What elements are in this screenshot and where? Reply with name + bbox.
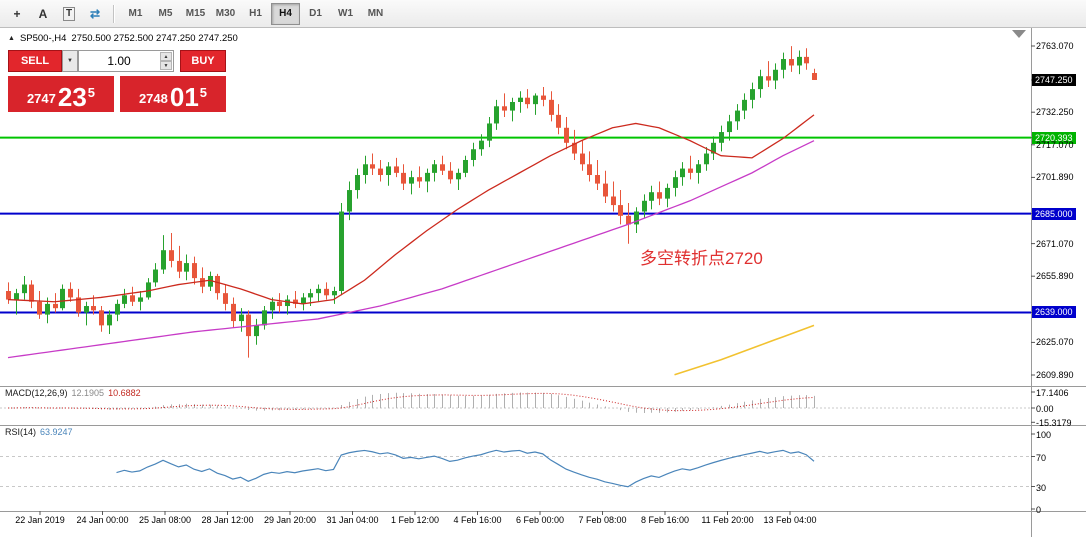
- ma-magenta-line: [7, 140, 815, 359]
- toolbar: + A T ⇄ M1 M5 M15 M30 H1 H4 D1 W1 MN: [0, 0, 1086, 28]
- time-axis-label: 28 Jan 12:00: [201, 515, 254, 525]
- spin-up-icon: ▲: [163, 53, 169, 60]
- crosshair-icon: +: [13, 6, 21, 21]
- rsi-panel-layer: [0, 449, 1031, 488]
- lot-dropdown-button[interactable]: ▼: [62, 50, 78, 72]
- time-axis-label: 1 Feb 12:00: [390, 515, 440, 525]
- chart-symbol: SP500-,H4: [19, 33, 67, 44]
- lot-increase-button[interactable]: ▲: [160, 52, 172, 61]
- lot-input[interactable]: [79, 51, 159, 71]
- macd-histogram: [0, 392, 1031, 413]
- text-tool-icon: T: [62, 6, 76, 21]
- rsi-axis-label: 30: [1036, 482, 1047, 493]
- time-axis-label: 25 Jan 08:00: [138, 515, 192, 525]
- macd-axis-label: 0.00: [1036, 404, 1054, 414]
- macd-label: MACD(12,26,9) 12.1905 10.6882: [5, 388, 141, 398]
- timeframe-toolbar: M1 M5 M15 M30 H1 H4 D1 W1 MN: [121, 2, 391, 25]
- macd-axis-label: -15.3179: [1036, 418, 1072, 429]
- lot-spinners: ▲ ▼: [160, 52, 172, 70]
- text-tool-button[interactable]: T: [57, 3, 81, 25]
- rsi-line: [116, 449, 815, 488]
- time-axis-label: 7 Feb 08:00: [578, 515, 627, 525]
- cycle-symbols-button[interactable]: ⇄: [83, 3, 107, 25]
- axis-ticks: [39, 45, 1035, 515]
- rsi-value: 63.9247: [40, 427, 73, 437]
- timeframe-button-MN[interactable]: MN: [367, 8, 384, 19]
- timeframe-button-M1[interactable]: M1: [128, 8, 143, 19]
- time-axis-label: 11 Feb 20:00: [701, 515, 754, 525]
- price-axis-label: 2655.890: [1036, 271, 1074, 282]
- candles-layer[interactable]: [6, 46, 817, 358]
- toolbar-separator: [113, 4, 115, 23]
- bid-frac: 5: [87, 85, 96, 100]
- timeframe-button-W1[interactable]: W1: [338, 8, 353, 19]
- bid-main: 2747: [26, 91, 56, 106]
- price-axis-label: 2732.250: [1036, 107, 1074, 118]
- timeframe-button-M30[interactable]: M30: [215, 8, 236, 19]
- ma-red-line: [7, 114, 815, 305]
- chart-ohlc: 2750.500 2752.500 2747.250 2747.250: [71, 33, 238, 44]
- current-price-label: 2747.250: [1032, 73, 1076, 86]
- time-axis-label: 22 Jan 2019: [15, 515, 65, 525]
- spin-down-icon: ▼: [163, 62, 169, 69]
- bid-pips: 23: [57, 82, 87, 112]
- ask-main: 2748: [138, 91, 168, 106]
- time-axis-label: 13 Feb 04:00: [763, 515, 817, 525]
- price-axis-label: 2763.070: [1036, 41, 1074, 51]
- price-axis-label: 2717.070: [1036, 139, 1074, 150]
- rsi-label: RSI(14) 63.9247: [5, 427, 73, 437]
- rsi-name: RSI(14): [5, 427, 37, 437]
- chart-title: ▲ SP500-,H4 2750.500 2752.500 2747.250 2…: [8, 33, 238, 44]
- crosshair-tool-button[interactable]: +: [5, 3, 29, 25]
- timeframe-button-M5[interactable]: M5: [158, 8, 173, 19]
- time-axis-label: 24 Jan 00:00: [76, 515, 129, 525]
- ask-pips: 01: [169, 82, 199, 112]
- lot-decrease-button[interactable]: ▼: [160, 61, 172, 70]
- macd-value-main: 12.1905: [71, 388, 105, 398]
- arrow-tool-icon: A: [38, 6, 48, 21]
- timeframe-button-D1[interactable]: D1: [309, 8, 322, 19]
- timeframe-button-H4[interactable]: H4: [271, 2, 300, 25]
- chart-shift-marker-icon[interactable]: [1012, 30, 1026, 38]
- sell-button[interactable]: SELL: [8, 50, 62, 72]
- lot-field-wrap: ▲ ▼: [78, 50, 174, 72]
- rsi-axis-label: 0: [1036, 505, 1042, 515]
- time-axis-label: 6 Feb 00:00: [515, 515, 565, 525]
- price-axis-label: 2685.000: [1032, 207, 1076, 220]
- ma-yellow-line: [674, 324, 815, 376]
- rsi-axis-label: 70: [1036, 452, 1047, 463]
- chevron-down-icon: ▼: [67, 58, 73, 64]
- macd-value-signal: 10.6882: [108, 388, 141, 398]
- chart-annotation: 多空转折点2720: [640, 249, 763, 268]
- price-axis-label: 2701.890: [1036, 172, 1074, 183]
- time-axis-label: 31 Jan 04:00: [326, 515, 379, 525]
- buy-button[interactable]: BUY: [180, 50, 226, 72]
- price-axis-label: 2609.890: [1036, 370, 1074, 380]
- timeframe-button-H1[interactable]: H1: [249, 8, 262, 19]
- cycle-symbols-icon: ⇄: [89, 6, 101, 21]
- ask-frac: 5: [199, 85, 208, 100]
- collapse-one-click-icon[interactable]: ▲: [8, 35, 15, 42]
- time-axis-label: 4 Feb 16:00: [453, 515, 502, 525]
- price-axis-label: 2671.070: [1036, 238, 1074, 249]
- time-axis-label: 29 Jan 20:00: [263, 515, 317, 525]
- price-axis-label: 2625.070: [1036, 337, 1074, 348]
- one-click-trading-panel: SELL ▼ ▲ ▼ BUY 2747 23: [8, 50, 226, 112]
- panel-dividers: [0, 28, 1086, 537]
- time-axis-label: 8 Feb 16:00: [640, 515, 690, 525]
- timeframe-button-M15[interactable]: M15: [185, 8, 206, 19]
- ask-price-box[interactable]: 2748 01 5: [120, 76, 226, 112]
- macd-axis-label: 17.1406: [1036, 388, 1069, 398]
- bid-price-box[interactable]: 2747 23 5: [8, 76, 114, 112]
- arrow-tool-button[interactable]: A: [31, 3, 55, 25]
- hlines-layer[interactable]: [0, 136, 1031, 314]
- macd-name: MACD(12,26,9): [5, 388, 68, 398]
- price-axis-label: 2639.000: [1032, 306, 1076, 319]
- rsi-axis-label: 100: [1036, 430, 1052, 440]
- price-axis-label: 2720.393: [1032, 131, 1076, 144]
